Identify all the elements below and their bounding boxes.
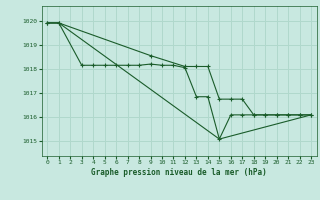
X-axis label: Graphe pression niveau de la mer (hPa): Graphe pression niveau de la mer (hPa) [91,168,267,177]
